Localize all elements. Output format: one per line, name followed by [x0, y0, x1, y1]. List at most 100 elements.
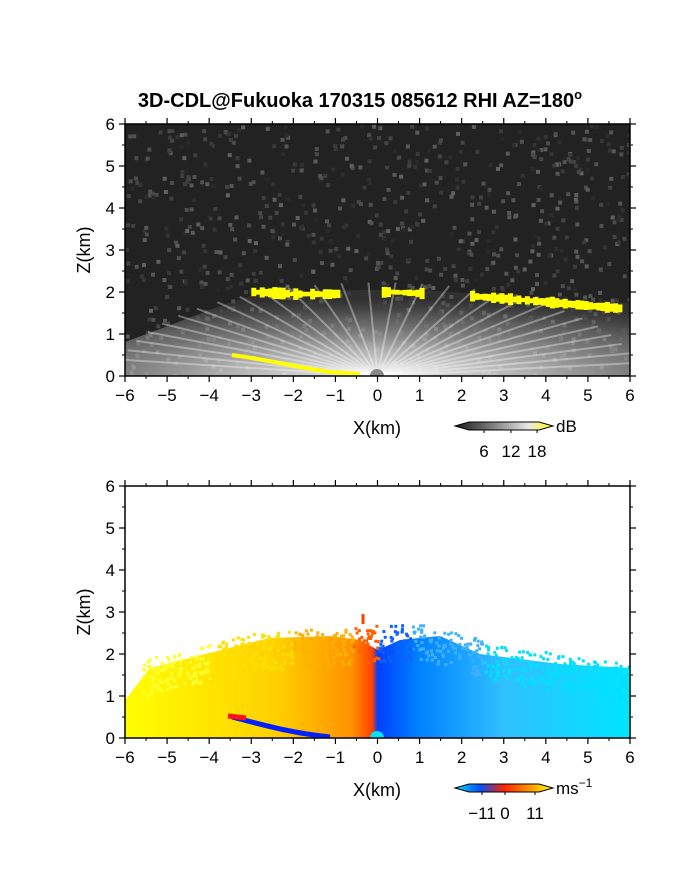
velocity-speck	[521, 667, 525, 671]
noise-speck	[247, 158, 252, 163]
velocity-speck	[480, 658, 484, 662]
velocity-speck	[315, 658, 319, 661]
x-tick-label: 5	[583, 386, 592, 405]
velocity-speck	[419, 624, 423, 628]
noise-speck	[590, 176, 594, 181]
velocity-speck	[254, 661, 258, 664]
velocity-speck	[324, 637, 328, 641]
velocity-speck	[451, 646, 455, 650]
velocity-speck	[263, 639, 267, 643]
velocity-speck	[247, 635, 251, 639]
velocity-speck	[422, 647, 425, 651]
noise-speck	[499, 163, 504, 168]
noise-speck	[538, 218, 543, 223]
velocity-speck	[394, 624, 398, 628]
noise-speck	[515, 253, 520, 258]
noise-speck	[562, 296, 567, 301]
noise-speck	[415, 130, 420, 135]
noise-speck	[619, 218, 624, 222]
noise-speck	[562, 160, 567, 165]
noise-speck	[227, 132, 231, 137]
noise-speck	[392, 149, 397, 154]
noise-speck	[261, 196, 266, 201]
noise-speck	[367, 133, 372, 138]
y-tick-label: 4	[106, 561, 115, 580]
beam-ray	[147, 331, 378, 376]
noise-speck	[334, 246, 339, 251]
velocity-speck	[362, 639, 366, 643]
velocity-speck	[166, 656, 170, 660]
noise-speck	[470, 217, 475, 222]
radar-site-echo	[370, 369, 384, 376]
noise-speck	[504, 271, 509, 276]
noise-speck	[557, 140, 562, 144]
velocity-speck	[473, 636, 477, 640]
velocity-speck	[430, 658, 434, 662]
noise-speck	[184, 208, 189, 212]
noise-speck	[281, 152, 286, 157]
noise-speck	[280, 137, 285, 142]
velocity-speck	[405, 632, 408, 636]
velocity-speck	[306, 632, 310, 636]
velocity-speck	[563, 688, 567, 691]
noise-speck	[341, 137, 346, 142]
velocity-speck	[486, 652, 490, 656]
velocity-speck	[143, 668, 147, 672]
noise-speck	[452, 225, 457, 230]
noise-speck	[163, 318, 167, 323]
cloud-base-pixel	[474, 293, 480, 300]
noise-speck	[499, 129, 503, 134]
noise-speck	[517, 130, 522, 135]
velocity-speck	[621, 695, 625, 699]
colorbar-unit: ms−1	[556, 776, 593, 798]
velocity-speck	[593, 665, 597, 668]
noise-speck	[367, 181, 372, 186]
velocity-speck	[198, 682, 202, 685]
velocity-speck	[500, 646, 504, 649]
noise-speck	[549, 213, 554, 217]
noise-speck	[588, 138, 593, 142]
velocity-speck	[168, 685, 172, 689]
noise-speck	[443, 267, 448, 271]
noise-speck	[182, 250, 187, 255]
noise-speck	[225, 286, 230, 291]
noise-speck	[422, 182, 427, 187]
velocity-speck	[341, 645, 345, 649]
velocity-speck	[194, 674, 198, 678]
velocity-speck	[586, 685, 590, 689]
velocity-speck	[599, 691, 603, 695]
velocity-speck	[437, 636, 441, 640]
cloud-base-pixel	[327, 289, 332, 299]
echo-fan	[125, 290, 630, 376]
velocity-speck	[305, 645, 309, 649]
noise-speck	[547, 254, 552, 258]
noise-speck	[424, 158, 429, 163]
velocity-speck	[531, 680, 535, 684]
noise-speck	[582, 137, 587, 142]
velocity-speck	[573, 690, 577, 693]
noise-speck	[469, 252, 474, 257]
noise-speck	[378, 222, 383, 227]
velocity-speck	[610, 680, 614, 684]
noise-speck	[432, 144, 437, 149]
velocity-speck	[503, 646, 507, 650]
cloud-base-pixel	[289, 291, 295, 296]
velocity-speck	[579, 674, 583, 678]
velocity-speck	[222, 640, 226, 644]
velocity-speck	[612, 675, 616, 679]
velocity-speck	[420, 628, 424, 632]
velocity-speck	[442, 654, 446, 658]
velocity-speck	[430, 649, 433, 653]
colorbar-unit: dB	[556, 417, 577, 436]
noise-speck	[530, 152, 535, 157]
velocity-speck	[595, 684, 599, 688]
noise-speck	[142, 229, 147, 234]
velocity-speck	[158, 669, 162, 672]
noise-speck	[382, 237, 387, 242]
velocity-speck	[367, 635, 371, 639]
velocity-speck	[267, 647, 271, 651]
noise-speck	[474, 238, 479, 243]
velocity-speck	[178, 674, 182, 678]
noise-speck	[549, 193, 554, 198]
velocity-speck	[189, 661, 192, 664]
